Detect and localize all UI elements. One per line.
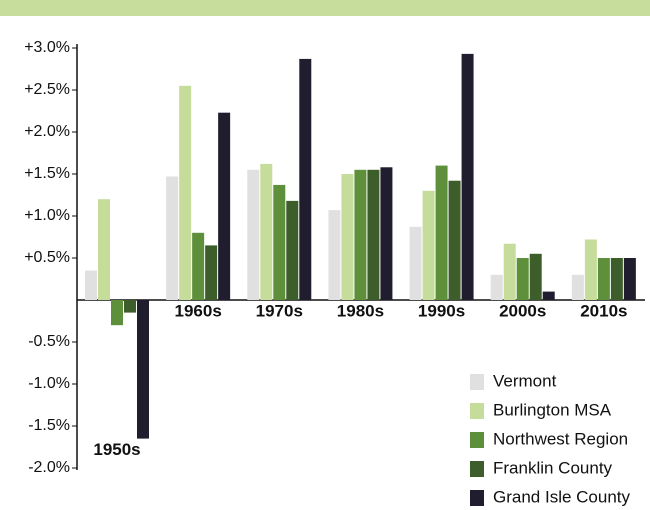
legend-swatch (470, 374, 484, 390)
legend-label: Burlington MSA (493, 400, 612, 419)
bar (597, 258, 610, 300)
legend-label: Northwest Region (493, 429, 628, 448)
legend-label: Vermont (493, 371, 557, 390)
bar (341, 174, 354, 300)
bar (380, 167, 393, 300)
y-tick-label: -0.5% (28, 333, 70, 350)
legend-swatch (470, 432, 484, 448)
legend-label: Grand Isle County (493, 487, 631, 506)
bar (571, 274, 584, 300)
y-tick-label: +3.0% (24, 39, 70, 56)
bar (328, 210, 341, 300)
x-tick-label: 1990s (418, 301, 465, 320)
bar (623, 258, 636, 300)
bar (529, 253, 542, 300)
y-tick-label: -2.0% (28, 459, 70, 476)
y-tick-label: +2.5% (24, 81, 70, 98)
legend-swatch (470, 403, 484, 419)
bar (299, 58, 312, 300)
bar (286, 200, 299, 300)
bar (124, 300, 136, 313)
bar (166, 176, 179, 300)
bar (218, 112, 231, 301)
bar (260, 163, 273, 300)
y-tick-label: +0.5% (24, 249, 70, 266)
bar (435, 165, 448, 300)
bar (205, 245, 218, 300)
x-tick-label: 2000s (499, 301, 546, 320)
bar (516, 258, 529, 300)
legend-swatch (470, 461, 484, 477)
bar (503, 243, 516, 300)
legend-label: Franklin County (493, 458, 613, 477)
bar (448, 180, 461, 300)
y-tick-label: +1.5% (24, 165, 70, 182)
bar (179, 85, 192, 300)
bar (461, 53, 474, 300)
bar (85, 270, 97, 300)
bar (610, 258, 623, 300)
bar (273, 184, 286, 300)
x-tick-label: 1970s (256, 301, 303, 320)
bar (422, 190, 435, 300)
x-tick-label: 1980s (337, 301, 384, 320)
bar (137, 300, 149, 439)
bar (192, 232, 205, 300)
bar (247, 169, 260, 300)
bar (111, 300, 123, 326)
bar (409, 226, 422, 300)
y-tick-label: +2.0% (24, 123, 70, 140)
title-band (0, 0, 650, 16)
legend-swatch (470, 490, 484, 506)
bar (367, 169, 380, 300)
bar (542, 291, 555, 300)
y-tick-label: -1.0% (28, 375, 70, 392)
bar (354, 169, 367, 300)
x-tick-label: 1960s (175, 301, 222, 320)
bar (98, 199, 110, 300)
x-tick-label: 1950s (93, 440, 140, 459)
y-tick-label: -1.5% (28, 417, 70, 434)
bar (490, 274, 503, 300)
y-tick-label: +1.0% (24, 207, 70, 224)
bar (584, 239, 597, 300)
x-tick-label: 2010s (580, 301, 627, 320)
